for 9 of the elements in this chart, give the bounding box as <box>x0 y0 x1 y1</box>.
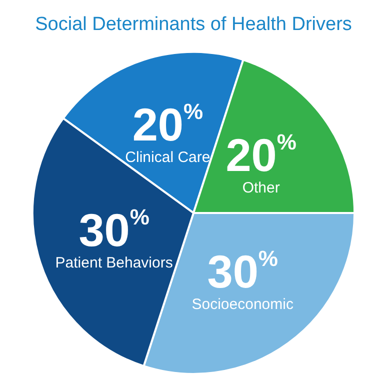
slice-label: Other <box>242 179 280 196</box>
data-label: 20% <box>132 98 204 151</box>
slice-label: Patient Behaviors <box>55 254 173 272</box>
data-label: 20% <box>226 128 296 181</box>
chart-title: Social Determinants of Health Drivers <box>35 14 352 35</box>
data-label: 30% <box>78 204 150 256</box>
data-label: 30% <box>207 246 278 298</box>
slice-label: Clinical Care <box>125 149 210 166</box>
slice-label: Socioeconomic <box>192 296 294 314</box>
